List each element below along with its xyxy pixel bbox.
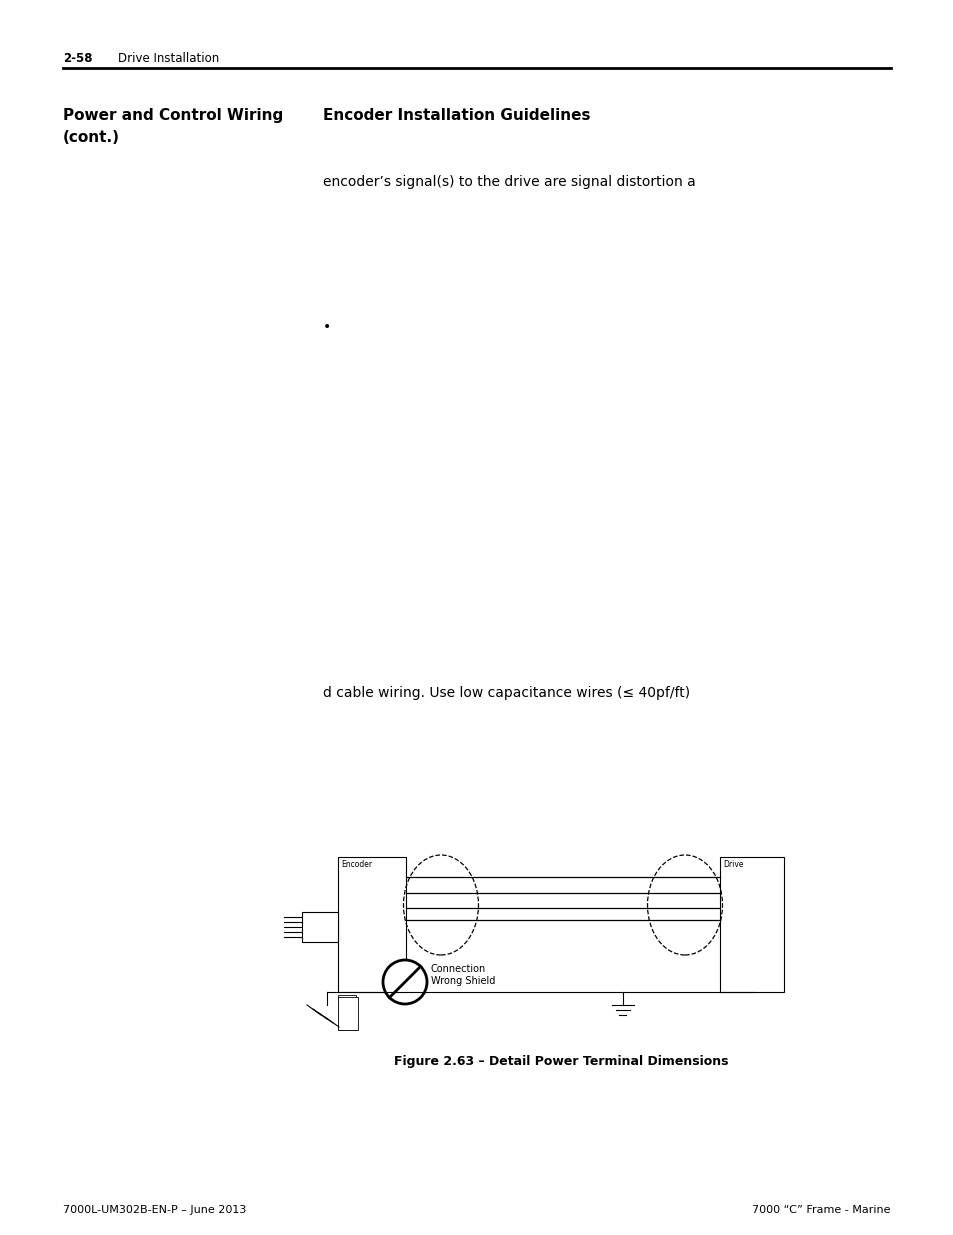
Bar — [337, 857, 406, 992]
Circle shape — [382, 960, 427, 1004]
Text: Connection: Connection — [431, 965, 486, 974]
Text: Figure 2.63 – Detail Power Terminal Dimensions: Figure 2.63 – Detail Power Terminal Dime… — [394, 1055, 727, 1068]
Text: Drive Installation: Drive Installation — [118, 52, 219, 65]
Text: (cont.): (cont.) — [63, 130, 120, 144]
Text: 2-58: 2-58 — [63, 52, 92, 65]
Text: Encoder: Encoder — [340, 860, 372, 869]
Text: 7000L-UM302B-EN-P – June 2013: 7000L-UM302B-EN-P – June 2013 — [63, 1205, 246, 1215]
Text: 7000 “C” Frame - Marine: 7000 “C” Frame - Marine — [752, 1205, 890, 1215]
Text: encoder’s signal(s) to the drive are signal distortion a: encoder’s signal(s) to the drive are sig… — [323, 175, 695, 189]
Text: d cable wiring. Use low capacitance wires (≤ 40pf/ft): d cable wiring. Use low capacitance wire… — [323, 685, 689, 700]
Bar — [720, 857, 783, 992]
Text: Drive: Drive — [722, 860, 742, 869]
Bar — [337, 997, 357, 1030]
Text: Wrong Shield: Wrong Shield — [431, 976, 495, 986]
Text: •: • — [323, 320, 331, 333]
Bar — [302, 911, 337, 942]
Bar — [337, 995, 355, 1030]
Text: Power and Control Wiring: Power and Control Wiring — [63, 107, 283, 124]
Text: Encoder Installation Guidelines: Encoder Installation Guidelines — [323, 107, 590, 124]
